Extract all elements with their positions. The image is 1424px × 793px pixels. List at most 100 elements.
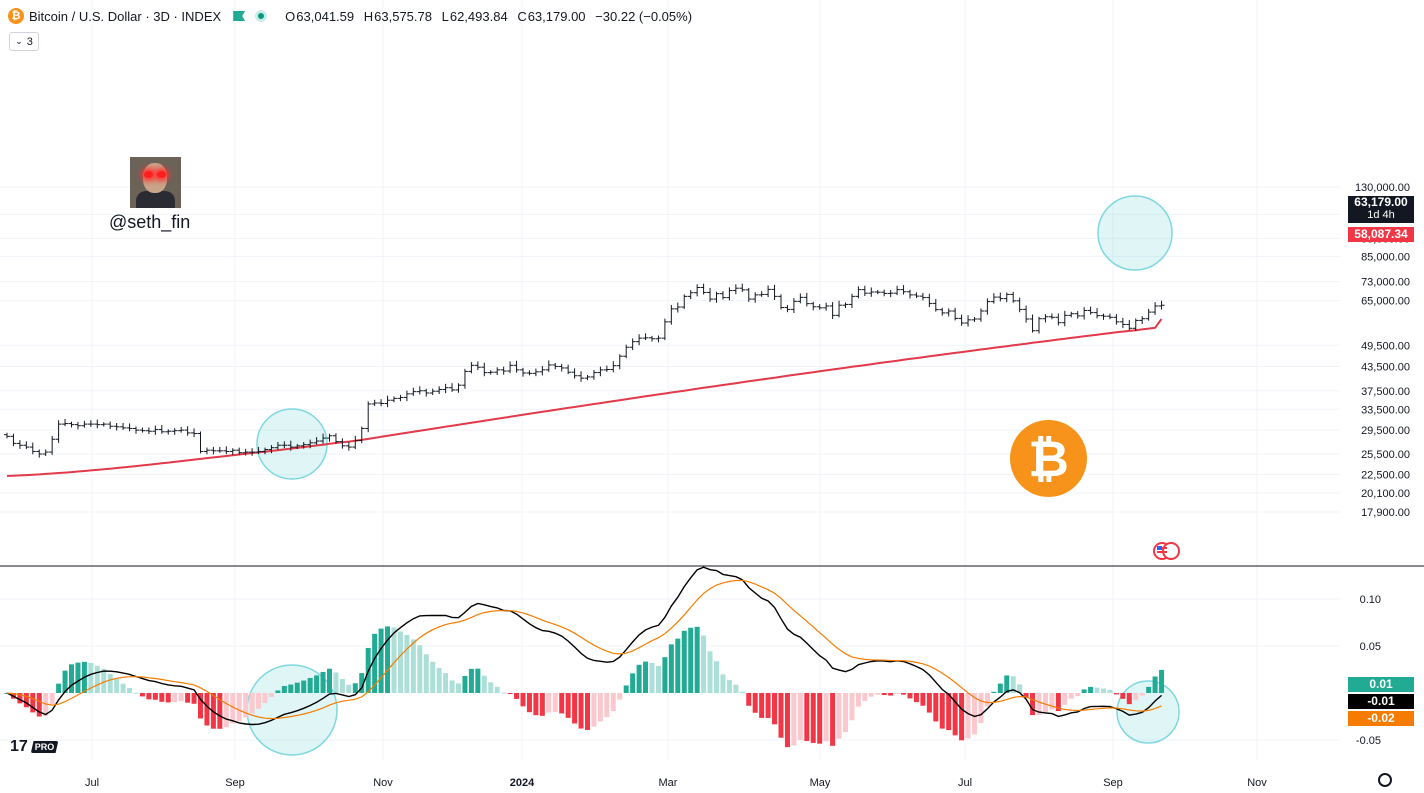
grid-lines bbox=[0, 0, 1340, 760]
histogram-bar bbox=[610, 693, 616, 712]
histogram-bar bbox=[810, 693, 816, 743]
price-bar bbox=[249, 448, 256, 456]
price-bar bbox=[120, 422, 127, 430]
histogram-bar bbox=[888, 693, 894, 696]
price-bar bbox=[23, 441, 30, 450]
histogram-bar bbox=[36, 693, 42, 717]
price-bar bbox=[584, 374, 591, 381]
histogram-bar bbox=[339, 679, 345, 693]
price-bar bbox=[932, 298, 939, 312]
histogram-bar bbox=[913, 693, 919, 703]
histogram-bar bbox=[591, 693, 597, 727]
price-bar bbox=[565, 364, 572, 375]
indicators-toggle-button[interactable]: ⌄ 3 bbox=[9, 32, 39, 51]
histogram-bar bbox=[139, 693, 145, 697]
bitcoin-logo-icon: ₿ bbox=[1010, 420, 1087, 497]
histogram-bar bbox=[101, 668, 107, 693]
price-bar bbox=[345, 441, 352, 451]
histogram-bar bbox=[127, 688, 133, 693]
time-tick-label: Jul bbox=[85, 777, 99, 789]
time-tick-label: Sep bbox=[225, 777, 245, 789]
price-bar bbox=[539, 365, 546, 376]
market-status-icon[interactable] bbox=[255, 10, 268, 22]
symbol-title[interactable]: Bitcoin / U.S. Dollar · 3D · INDEX bbox=[29, 8, 222, 24]
price-bar bbox=[887, 289, 894, 298]
histogram-bar bbox=[288, 684, 294, 693]
price-bar bbox=[1003, 292, 1010, 303]
price-bar bbox=[10, 433, 17, 447]
histogram-bar bbox=[172, 693, 178, 703]
last-price-badge: 63,179.00 1d 4h bbox=[1348, 196, 1414, 223]
histogram-bar bbox=[694, 626, 700, 693]
price-bar bbox=[881, 289, 888, 297]
price-bar bbox=[332, 433, 339, 444]
price-bar bbox=[416, 386, 423, 395]
price-bar bbox=[771, 284, 778, 301]
time-tick-label: May bbox=[810, 777, 831, 789]
histogram-bar bbox=[797, 693, 803, 741]
price-bar bbox=[836, 300, 843, 318]
histogram-bar bbox=[275, 690, 281, 693]
price-bar bbox=[552, 362, 559, 370]
price-bar bbox=[210, 446, 217, 455]
price-bar bbox=[255, 446, 262, 455]
price-tick-label: 33,500.00 bbox=[1361, 404, 1410, 416]
histogram-bar bbox=[281, 685, 287, 693]
histogram-bar bbox=[256, 693, 262, 709]
histogram-bar bbox=[752, 693, 758, 713]
price-bar bbox=[133, 426, 139, 434]
price-bar bbox=[461, 368, 468, 389]
histogram-bar bbox=[965, 693, 971, 739]
price-bar bbox=[449, 383, 456, 392]
tradingview-logo[interactable]: 17 PRO bbox=[10, 738, 59, 756]
histogram-bar bbox=[597, 693, 603, 722]
price-bar bbox=[474, 361, 481, 371]
price-bar bbox=[1061, 310, 1068, 327]
histogram-bar bbox=[223, 693, 229, 728]
histogram-bar bbox=[327, 668, 332, 693]
avatar bbox=[130, 157, 181, 208]
chevron-down-icon: ⌄ bbox=[15, 36, 23, 46]
histogram-bar bbox=[984, 693, 990, 707]
price-bar bbox=[287, 440, 294, 451]
price-bar bbox=[687, 290, 694, 300]
histogram-bar bbox=[585, 693, 590, 731]
histogram-bar bbox=[1081, 689, 1087, 693]
price-tick-label: 49,500.00 bbox=[1361, 340, 1410, 352]
price-bar bbox=[719, 291, 726, 300]
price-bar bbox=[4, 432, 10, 439]
histogram-bar bbox=[307, 677, 313, 693]
price-bar bbox=[62, 419, 69, 427]
settings-gear-icon[interactable] bbox=[1378, 773, 1392, 787]
price-bar bbox=[571, 368, 578, 379]
histogram-bar bbox=[423, 654, 429, 693]
histogram-bar bbox=[765, 693, 771, 718]
histogram-bar bbox=[133, 692, 139, 694]
price-bar bbox=[597, 366, 604, 377]
price-bar bbox=[178, 426, 185, 433]
histogram-bar bbox=[946, 693, 952, 731]
price-bar bbox=[958, 314, 965, 326]
price-bar bbox=[1068, 311, 1075, 318]
histogram-bar bbox=[359, 673, 365, 693]
price-bar bbox=[532, 368, 539, 377]
price-bar bbox=[494, 367, 501, 376]
price-bar bbox=[513, 360, 520, 373]
price-bar bbox=[655, 335, 662, 343]
economic-events-icon[interactable] bbox=[1152, 541, 1182, 561]
price-bar bbox=[1081, 307, 1088, 320]
price-bar bbox=[487, 370, 494, 375]
histogram-bar bbox=[178, 693, 184, 702]
price-bar bbox=[829, 302, 836, 320]
price-bar bbox=[848, 293, 855, 309]
price-bar bbox=[1145, 308, 1152, 321]
price-bar bbox=[900, 285, 907, 295]
price-bar bbox=[816, 304, 823, 310]
histogram-bar bbox=[1113, 693, 1119, 695]
price-bar bbox=[642, 333, 649, 341]
histogram-bar bbox=[759, 693, 765, 718]
histogram-bar bbox=[688, 627, 694, 693]
histogram-bar bbox=[449, 680, 455, 693]
price-bar bbox=[16, 440, 23, 449]
